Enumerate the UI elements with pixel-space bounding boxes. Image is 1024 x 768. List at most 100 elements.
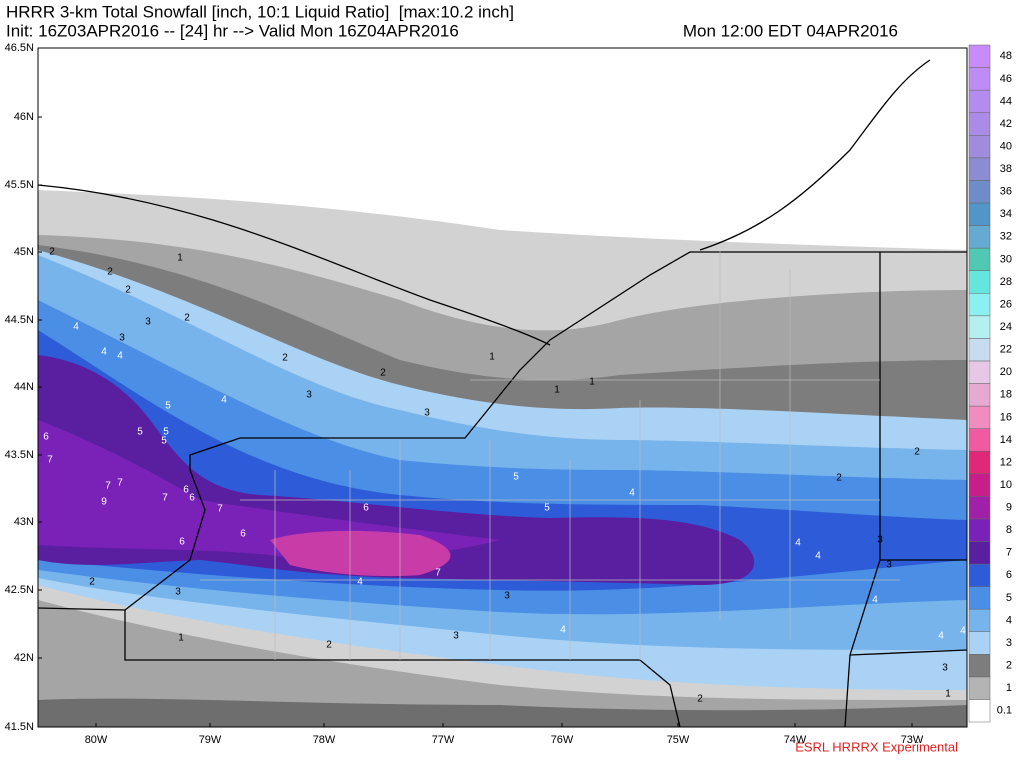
contour-label: 2 bbox=[89, 577, 95, 588]
colorbar-box bbox=[968, 292, 991, 317]
colorbar-label: 6 bbox=[1006, 569, 1012, 581]
border bbox=[38, 184, 551, 346]
colorbar-box bbox=[968, 202, 991, 226]
contour-label: 4 bbox=[938, 631, 944, 642]
colorbar-box bbox=[968, 608, 991, 632]
colorbar-label: 36 bbox=[1000, 186, 1012, 198]
contour-label: 7 bbox=[435, 568, 441, 579]
contour-label: 2 bbox=[49, 247, 55, 258]
contour-label: 1 bbox=[177, 253, 183, 264]
contour-label: 2 bbox=[107, 267, 113, 278]
band bbox=[38, 600, 967, 727]
contour-label: 2 bbox=[697, 694, 703, 705]
colorbar-box bbox=[968, 383, 991, 407]
colorbar-box bbox=[968, 157, 991, 181]
colorbar-label: 14 bbox=[1000, 434, 1012, 446]
latitude-label: 45.5N bbox=[5, 179, 34, 191]
snowfall-field bbox=[38, 48, 967, 727]
contour-label: 3 bbox=[504, 591, 510, 602]
colorbar-label: 8 bbox=[1006, 524, 1012, 536]
contour-label: 3 bbox=[877, 535, 883, 546]
latitude-label: 45N bbox=[14, 246, 34, 258]
contour-label: 3 bbox=[424, 408, 430, 419]
contour-label: 4 bbox=[117, 351, 123, 362]
border bbox=[38, 251, 967, 611]
contour-label: 2 bbox=[326, 640, 332, 651]
colorbar-box bbox=[968, 247, 991, 271]
colorbar-label: 12 bbox=[1000, 456, 1012, 468]
contour-label: 1 bbox=[489, 352, 495, 363]
colorbar-box bbox=[968, 496, 991, 520]
latitude-label: 43.5N bbox=[5, 449, 34, 461]
colorbar-box bbox=[968, 631, 991, 655]
colorbar-label: 10 bbox=[1000, 479, 1012, 491]
contour-label: 2 bbox=[184, 313, 190, 324]
colorbar-box bbox=[968, 44, 991, 68]
colorbar-box bbox=[968, 563, 991, 587]
contour-label: 3 bbox=[886, 560, 892, 571]
colorbar-box bbox=[968, 270, 991, 294]
colorbar-label: 32 bbox=[1000, 231, 1012, 243]
longitude-label: 78W bbox=[313, 734, 336, 746]
colorbar-label: 18 bbox=[1000, 389, 1012, 401]
title: HRRR 3-km Total Snowfall [inch, 10:1 Liq… bbox=[6, 2, 514, 21]
contour-label: 4 bbox=[560, 625, 566, 636]
colorbar-box bbox=[968, 338, 991, 362]
contour-label: 3 bbox=[145, 317, 151, 328]
longitude-label: 79W bbox=[199, 734, 222, 746]
longitude-label: 73W bbox=[901, 734, 924, 746]
contour-label: 4 bbox=[357, 577, 363, 588]
colorbar-label: 44 bbox=[1000, 95, 1012, 107]
colorbar-box bbox=[968, 360, 991, 384]
colorbar-label: 16 bbox=[1000, 411, 1012, 423]
contour-label: 4 bbox=[872, 595, 878, 606]
init-line: Init: 16Z03APR2016 -- [24] hr --> Valid … bbox=[6, 21, 459, 40]
band bbox=[38, 698, 967, 727]
latitude-label: 42.5N bbox=[5, 584, 34, 596]
border bbox=[849, 559, 967, 656]
contour-label: 2 bbox=[836, 473, 842, 484]
longitude-label: 77W bbox=[432, 734, 455, 746]
colorbar-label: 22 bbox=[1000, 344, 1012, 356]
colorbar-box bbox=[968, 586, 991, 610]
contour-label: 4 bbox=[101, 347, 107, 358]
river bbox=[699, 59, 931, 251]
contour-label: 6 bbox=[179, 537, 185, 548]
colorbar-label: 0.1 bbox=[997, 705, 1012, 717]
colorbar-box bbox=[968, 541, 991, 565]
colorbar-box bbox=[968, 180, 991, 204]
colorbar-box bbox=[968, 405, 991, 429]
colorbar-label: 3 bbox=[1006, 637, 1012, 649]
latitude-label: 43N bbox=[14, 516, 34, 528]
contour-label: 6 bbox=[240, 529, 246, 540]
colorbar-label: 42 bbox=[1000, 118, 1012, 130]
latitude-label: 44N bbox=[14, 381, 34, 393]
colorbar-label: 1 bbox=[1006, 682, 1012, 694]
contour-label: 3 bbox=[306, 390, 312, 401]
contour-label: 1 bbox=[945, 689, 951, 700]
contour-label: 5 bbox=[137, 427, 143, 438]
contour-label: 9 bbox=[101, 497, 107, 508]
colorbar-box bbox=[968, 225, 991, 249]
colorbar-box bbox=[968, 518, 991, 542]
contour-label: 1 bbox=[589, 377, 595, 388]
colorbar-label: 28 bbox=[1000, 276, 1012, 288]
colorbar-label: 24 bbox=[1000, 321, 1012, 333]
colorbar-label: 2 bbox=[1006, 659, 1012, 671]
contour-label: 7 bbox=[162, 493, 168, 504]
contour-label: 4 bbox=[629, 488, 635, 499]
contour-label: 7 bbox=[217, 504, 223, 515]
colorbar-label: 30 bbox=[1000, 253, 1012, 265]
contour-label: 4 bbox=[960, 626, 966, 637]
colorbar-label: 7 bbox=[1006, 547, 1012, 559]
contour-label: 2 bbox=[282, 353, 288, 364]
latitude-label: 44.5N bbox=[5, 314, 34, 326]
colorbar-box bbox=[968, 89, 991, 113]
heavy-snow bbox=[38, 420, 500, 560]
colorbar-box bbox=[968, 473, 991, 497]
colorbar-label: 26 bbox=[1000, 298, 1012, 310]
colorbar-label: 40 bbox=[1000, 140, 1012, 152]
colorbar-box bbox=[968, 676, 991, 700]
contour-label: 3 bbox=[453, 631, 459, 642]
